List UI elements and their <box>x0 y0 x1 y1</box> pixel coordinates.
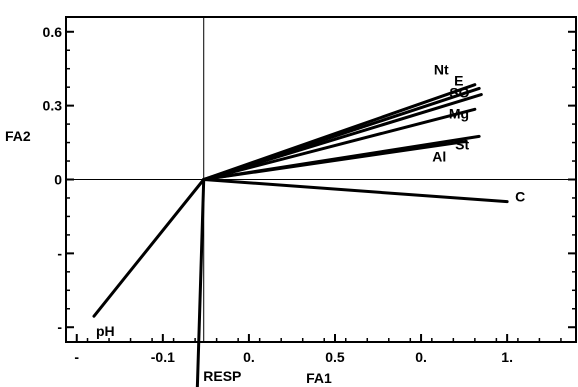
y-axis-title: FA2 <box>5 128 31 144</box>
vector-so <box>202 93 483 181</box>
vector-label-so: SO <box>449 85 469 101</box>
x-tick-label: 0. <box>415 349 427 365</box>
vector-label-nt: Nt <box>434 62 449 78</box>
vector-label-ph: pH <box>96 323 115 339</box>
x-axis-title: FA1 <box>306 370 332 386</box>
vector-c <box>202 178 509 204</box>
vector-label-mg: Mg <box>449 105 469 121</box>
y-tick-label: 0.3 <box>43 98 63 114</box>
x-tick-label: 0. <box>243 349 255 365</box>
vector-label-al: Al <box>432 148 446 164</box>
y-tick-label: 0 <box>54 172 62 188</box>
vector-label-st: St <box>455 136 469 152</box>
vector-label-resp: RESP <box>203 368 241 384</box>
vector-label-c: C <box>515 189 525 205</box>
loading-vectors <box>92 83 509 387</box>
axes: - -0.1 0. 0.5 0. 1.0.60.30-- <box>43 24 576 365</box>
vector-labels: Nt ESO Mg St Al CpH RESP <box>96 62 525 384</box>
x-tick-label: 1. <box>501 349 513 365</box>
reference-lines <box>66 17 576 342</box>
x-tick-label: 0.5 <box>325 349 345 365</box>
vector-ph <box>92 178 206 318</box>
y-tick-label: 0.6 <box>43 24 63 40</box>
vector-al <box>202 139 468 181</box>
vector-label-e: E <box>454 72 463 88</box>
y-tick-label: - <box>57 319 62 335</box>
x-tick-label: -0.1 <box>151 349 175 365</box>
x-tick-label: - <box>74 349 79 365</box>
y-tick-label: - <box>57 245 62 261</box>
vector-mg <box>202 107 477 181</box>
vector-resp <box>195 178 206 387</box>
